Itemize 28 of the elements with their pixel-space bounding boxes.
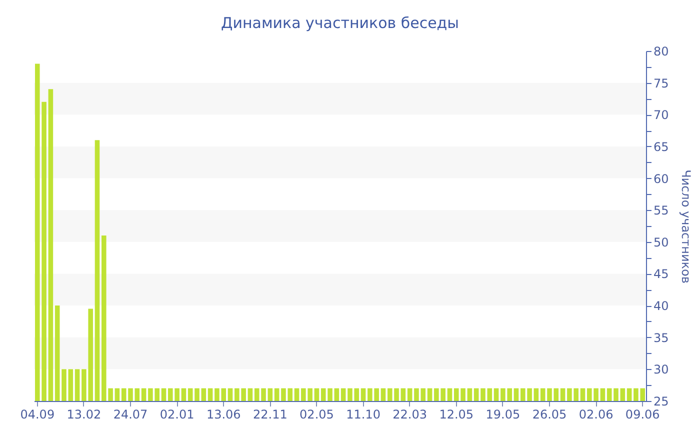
x-tick-label: 19.05 [486,408,520,422]
x-tick-label: 13.06 [206,408,241,422]
x-tick-label: 02.06 [578,408,614,422]
x-tick-label: 26.05 [532,408,567,422]
x-tick-label: 02.01 [160,408,194,422]
y-axis-title: Число участников [678,170,693,284]
x-tick-label: 12.05 [439,408,474,422]
x-tick-label: 11.10 [346,408,380,422]
y-tick-label: 70 [654,108,669,122]
x-tick-label: 09.06 [625,408,660,422]
y-tick-label: 50 [654,235,669,250]
y-tick-label: 25 [654,394,669,408]
x-tick-label: 02.05 [300,408,334,422]
y-tick-label: 30 [654,362,669,377]
y-tick-label: 60 [654,172,669,186]
y-tick-label: 45 [654,267,669,282]
y-tick-label: 55 [654,204,669,218]
y-tick-label: 75 [654,76,669,90]
y-tick-label: 80 [654,44,669,58]
y-tick-label: 40 [654,299,669,314]
y-tick-label: 65 [654,140,669,154]
x-tick-label: 22.03 [392,408,428,422]
y-tick-label: 35 [654,330,669,345]
x-tick-label: 24.07 [113,408,148,422]
chart-title: Динамика участников беседы [220,14,460,32]
x-tick-label: 22.11 [252,408,288,422]
x-tick-label: 13.02 [66,408,102,422]
x-tick-label: 04.09 [20,408,55,422]
